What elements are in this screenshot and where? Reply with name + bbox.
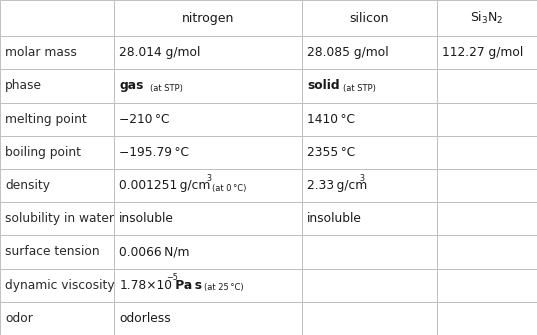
Bar xyxy=(302,136,437,169)
Text: −5: −5 xyxy=(166,273,178,282)
Bar xyxy=(114,0,302,36)
Bar xyxy=(0,302,114,335)
Bar xyxy=(0,236,114,269)
Text: 3: 3 xyxy=(360,174,365,183)
Text: −210 °C: −210 °C xyxy=(119,113,170,126)
Bar xyxy=(0,202,114,236)
Text: 0.0066 N/m: 0.0066 N/m xyxy=(119,246,190,259)
Bar xyxy=(0,269,114,302)
Bar xyxy=(302,169,437,202)
Text: phase: phase xyxy=(5,79,42,92)
Bar xyxy=(302,236,437,269)
Bar xyxy=(302,269,437,302)
Text: 0.001251 g/cm: 0.001251 g/cm xyxy=(119,179,211,192)
Bar xyxy=(0,0,114,36)
Bar xyxy=(302,302,437,335)
Text: insoluble: insoluble xyxy=(119,212,174,225)
Text: surface tension: surface tension xyxy=(5,246,100,259)
Text: boiling point: boiling point xyxy=(5,146,82,159)
Bar xyxy=(0,103,114,136)
Text: 2.33 g/cm: 2.33 g/cm xyxy=(307,179,367,192)
Bar xyxy=(437,269,537,302)
Text: 28.085 g/mol: 28.085 g/mol xyxy=(307,46,389,59)
Text: dynamic viscosity: dynamic viscosity xyxy=(5,279,115,292)
Bar xyxy=(0,36,114,69)
Bar xyxy=(0,169,114,202)
Text: 1410 °C: 1410 °C xyxy=(307,113,355,126)
Text: odorless: odorless xyxy=(119,312,171,325)
Bar xyxy=(0,136,114,169)
Bar xyxy=(302,202,437,236)
Text: 1.78×10: 1.78×10 xyxy=(119,279,172,292)
Bar xyxy=(437,236,537,269)
Text: 112.27 g/mol: 112.27 g/mol xyxy=(442,46,524,59)
Bar xyxy=(437,136,537,169)
Bar xyxy=(114,169,302,202)
Bar xyxy=(302,0,437,36)
Bar xyxy=(437,302,537,335)
Bar xyxy=(114,202,302,236)
Text: (at 0 °C): (at 0 °C) xyxy=(212,184,246,193)
Text: solubility in water: solubility in water xyxy=(5,212,114,225)
Text: density: density xyxy=(5,179,50,192)
Bar xyxy=(437,202,537,236)
Bar xyxy=(302,69,437,103)
Bar xyxy=(0,69,114,103)
Text: (at STP): (at STP) xyxy=(150,84,183,93)
Text: (at 25 °C): (at 25 °C) xyxy=(204,283,244,292)
Text: melting point: melting point xyxy=(5,113,87,126)
Bar xyxy=(114,69,302,103)
Text: 3: 3 xyxy=(206,174,211,183)
Text: −195.79 °C: −195.79 °C xyxy=(119,146,189,159)
Text: 2355 °C: 2355 °C xyxy=(307,146,355,159)
Bar xyxy=(437,36,537,69)
Bar xyxy=(114,302,302,335)
Text: gas: gas xyxy=(119,79,143,92)
Bar xyxy=(114,269,302,302)
Text: nitrogen: nitrogen xyxy=(182,12,234,24)
Text: molar mass: molar mass xyxy=(5,46,77,59)
Bar xyxy=(437,69,537,103)
Bar xyxy=(114,36,302,69)
Bar xyxy=(437,0,537,36)
Text: Pa s: Pa s xyxy=(171,279,202,292)
Text: 28.014 g/mol: 28.014 g/mol xyxy=(119,46,201,59)
Bar xyxy=(437,103,537,136)
Bar xyxy=(302,103,437,136)
Text: solid: solid xyxy=(307,79,340,92)
Bar xyxy=(114,103,302,136)
Bar xyxy=(437,169,537,202)
Text: $\mathregular{Si_3N_2}$: $\mathregular{Si_3N_2}$ xyxy=(470,10,504,26)
Bar xyxy=(114,136,302,169)
Text: odor: odor xyxy=(5,312,33,325)
Bar xyxy=(114,236,302,269)
Bar xyxy=(302,36,437,69)
Text: silicon: silicon xyxy=(350,12,389,24)
Text: (at STP): (at STP) xyxy=(343,84,375,93)
Text: insoluble: insoluble xyxy=(307,212,362,225)
